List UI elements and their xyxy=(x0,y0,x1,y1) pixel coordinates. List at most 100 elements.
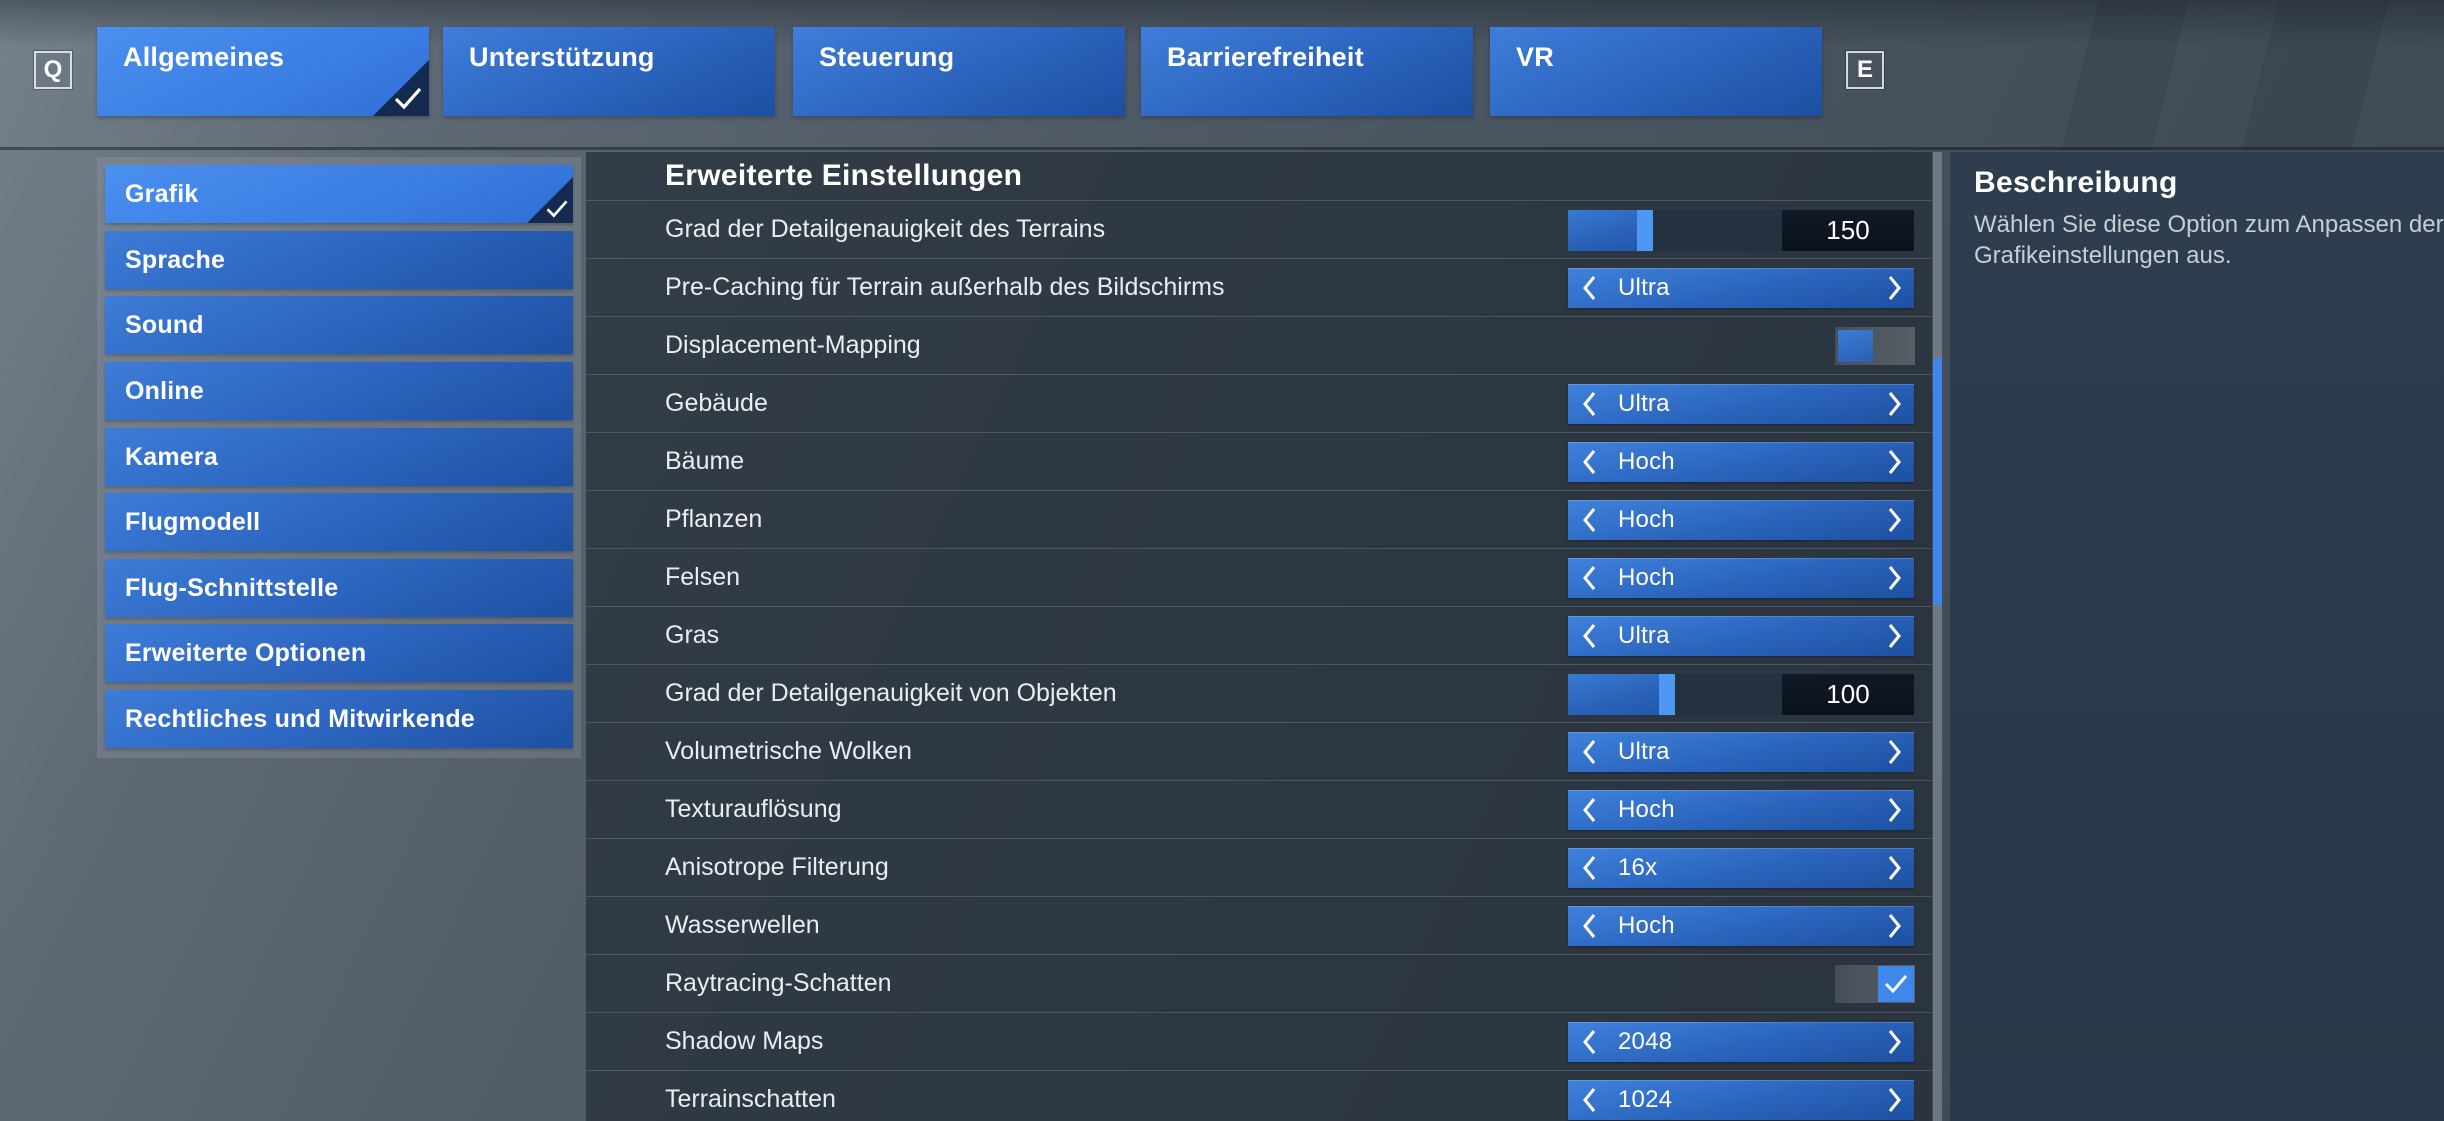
tab-barrierefreiheit[interactable]: Barrierefreiheit xyxy=(1141,27,1473,116)
sidebar-item-sound[interactable]: Sound xyxy=(105,296,573,354)
stepper-value: Ultra xyxy=(1618,738,1670,765)
row-anisotropic-filtering[interactable]: Anisotrope Filterung 16x xyxy=(586,838,1932,896)
tab-unterstuetzung[interactable]: Unterstützung xyxy=(443,27,775,116)
setting-label: Displacement-Mapping xyxy=(665,331,921,359)
chevron-right-icon[interactable] xyxy=(1878,848,1912,888)
slider-fill xyxy=(1568,210,1637,251)
rocks-stepper[interactable]: Hoch xyxy=(1568,558,1914,598)
chevron-left-icon[interactable] xyxy=(1572,384,1606,424)
row-raytraced-shadows[interactable]: Raytracing-Schatten xyxy=(586,954,1932,1012)
description-panel: Beschreibung Wählen Sie diese Option zum… xyxy=(1950,152,2444,1121)
row-plants[interactable]: Pflanzen Hoch xyxy=(586,490,1932,548)
sidebar-item-flug-schnittstelle[interactable]: Flug-Schnittstelle xyxy=(105,559,573,617)
anisotropic-filtering-stepper[interactable]: 16x xyxy=(1568,848,1914,888)
chevron-right-icon[interactable] xyxy=(1878,442,1912,482)
buildings-stepper[interactable]: Ultra xyxy=(1568,384,1914,424)
row-shadow-maps[interactable]: Shadow Maps 2048 xyxy=(586,1012,1932,1070)
sidebar-item-grafik[interactable]: Grafik xyxy=(105,165,573,223)
displacement-mapping-toggle[interactable] xyxy=(1835,327,1915,365)
row-grass[interactable]: Gras Ultra xyxy=(586,606,1932,664)
setting-label: Shadow Maps xyxy=(665,1027,824,1055)
chevron-left-icon[interactable] xyxy=(1572,268,1606,308)
settings-scrollbar-track[interactable] xyxy=(1933,152,1942,1121)
description-body: Wählen Sie diese Option zum Anpassen der… xyxy=(1974,211,2444,269)
slider-track[interactable] xyxy=(1568,210,1782,251)
checkmark-icon xyxy=(1884,975,1908,994)
key-hint-e: E xyxy=(1846,51,1884,89)
background-decoration xyxy=(2241,0,2389,150)
row-trees[interactable]: Bäume Hoch xyxy=(586,432,1932,490)
chevron-right-icon[interactable] xyxy=(1878,790,1912,830)
selected-corner xyxy=(527,177,573,223)
row-rocks[interactable]: Felsen Hoch xyxy=(586,548,1932,606)
chevron-left-icon[interactable] xyxy=(1572,616,1606,656)
chevron-left-icon[interactable] xyxy=(1572,732,1606,772)
shadow-maps-stepper[interactable]: 2048 xyxy=(1568,1022,1914,1062)
row-terrain-lod[interactable]: Grad der Detailgenauigkeit des Terrains … xyxy=(586,200,1932,258)
chevron-left-icon[interactable] xyxy=(1572,558,1606,598)
chevron-right-icon[interactable] xyxy=(1878,616,1912,656)
chevron-right-icon[interactable] xyxy=(1878,384,1912,424)
tab-label: Steuerung xyxy=(819,42,955,72)
row-displacement-mapping[interactable]: Displacement-Mapping xyxy=(586,316,1932,374)
trees-stepper[interactable]: Hoch xyxy=(1568,442,1914,482)
raytraced-shadows-toggle[interactable] xyxy=(1835,965,1915,1003)
sidebar-item-erweiterte-optionen[interactable]: Erweiterte Optionen xyxy=(105,624,573,682)
row-water-waves[interactable]: Wasserwellen Hoch xyxy=(586,896,1932,954)
chevron-right-icon[interactable] xyxy=(1878,1080,1912,1120)
sidebar-item-rechtliches[interactable]: Rechtliches und Mitwirkende xyxy=(105,690,573,748)
object-lod-slider[interactable]: 100 xyxy=(1568,674,1914,715)
panel-title: Erweiterte Einstellungen xyxy=(665,159,1023,192)
settings-category-sidebar: Grafik Sprache Sound Online Kamera Flugm… xyxy=(97,157,581,758)
volumetric-clouds-stepper[interactable]: Ultra xyxy=(1568,732,1914,772)
stepper-value: Hoch xyxy=(1618,796,1675,823)
row-terrain-shadows[interactable]: Terrainschatten 1024 xyxy=(586,1070,1932,1121)
plants-stepper[interactable]: Hoch xyxy=(1568,500,1914,540)
terrain-lod-slider[interactable]: 150 xyxy=(1568,210,1914,251)
setting-label: Bäume xyxy=(665,447,745,475)
tab-steuerung[interactable]: Steuerung xyxy=(793,27,1125,116)
slider-handle[interactable] xyxy=(1637,210,1653,251)
chevron-left-icon[interactable] xyxy=(1572,500,1606,540)
terrain-shadows-stepper[interactable]: 1024 xyxy=(1568,1080,1914,1120)
settings-panel: Erweiterte Einstellungen Grad der Detail… xyxy=(586,152,1932,1121)
selected-corner xyxy=(373,60,429,116)
terrain-precaching-stepper[interactable]: Ultra xyxy=(1568,268,1914,308)
setting-label: Terrainschatten xyxy=(665,1085,836,1113)
chevron-right-icon[interactable] xyxy=(1878,1022,1912,1062)
slider-track[interactable] xyxy=(1568,674,1782,715)
row-volumetric-clouds[interactable]: Volumetrische Wolken Ultra xyxy=(586,722,1932,780)
chevron-right-icon[interactable] xyxy=(1878,906,1912,946)
chevron-left-icon[interactable] xyxy=(1572,1080,1606,1120)
slider-handle[interactable] xyxy=(1659,674,1675,715)
setting-label: Texturauflösung xyxy=(665,795,842,823)
row-object-lod[interactable]: Grad der Detailgenauigkeit von Objekten … xyxy=(586,664,1932,722)
toggle-knob xyxy=(1838,330,1873,362)
sidebar-item-flugmodell[interactable]: Flugmodell xyxy=(105,493,573,551)
sidebar-item-label: Grafik xyxy=(125,179,199,208)
chevron-right-icon[interactable] xyxy=(1878,558,1912,598)
row-buildings[interactable]: Gebäude Ultra xyxy=(586,374,1932,432)
chevron-right-icon[interactable] xyxy=(1878,732,1912,772)
chevron-left-icon[interactable] xyxy=(1572,906,1606,946)
sidebar-item-sprache[interactable]: Sprache xyxy=(105,231,573,289)
row-terrain-precaching[interactable]: Pre-Caching für Terrain außerhalb des Bi… xyxy=(586,258,1932,316)
tab-vr[interactable]: VR xyxy=(1490,27,1822,116)
tab-allgemeines[interactable]: Allgemeines xyxy=(97,27,429,116)
chevron-left-icon[interactable] xyxy=(1572,1022,1606,1062)
chevron-left-icon[interactable] xyxy=(1572,790,1606,830)
water-waves-stepper[interactable]: Hoch xyxy=(1568,906,1914,946)
chevron-right-icon[interactable] xyxy=(1878,268,1912,308)
sidebar-item-online[interactable]: Online xyxy=(105,362,573,420)
texture-resolution-stepper[interactable]: Hoch xyxy=(1568,790,1914,830)
sidebar-item-kamera[interactable]: Kamera xyxy=(105,428,573,486)
stepper-value: Hoch xyxy=(1618,912,1675,939)
chevron-left-icon[interactable] xyxy=(1572,848,1606,888)
chevron-left-icon[interactable] xyxy=(1572,442,1606,482)
chevron-right-icon[interactable] xyxy=(1878,500,1912,540)
sidebar-item-label: Erweiterte Optionen xyxy=(125,638,367,667)
settings-scrollbar-thumb[interactable] xyxy=(1933,358,1942,605)
tab-label: VR xyxy=(1516,42,1554,72)
grass-stepper[interactable]: Ultra xyxy=(1568,616,1914,656)
row-texture-resolution[interactable]: Texturauflösung Hoch xyxy=(586,780,1932,838)
